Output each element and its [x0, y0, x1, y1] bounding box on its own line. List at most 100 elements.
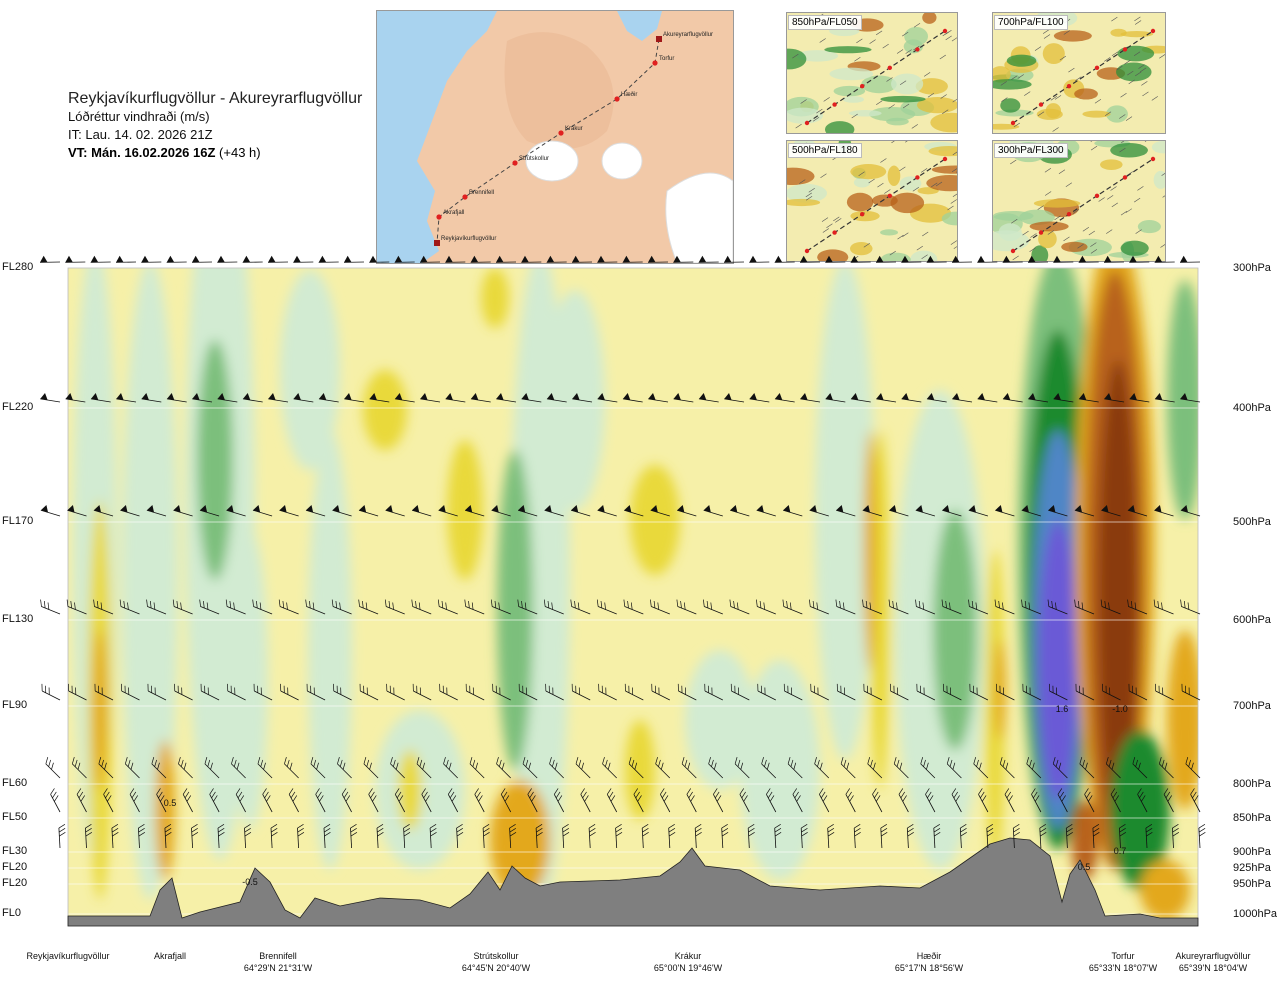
wind-barb [1158, 757, 1174, 779]
level-map-wind-barb [1141, 81, 1148, 86]
level-map-blob [1120, 31, 1154, 38]
wind-barb [411, 504, 432, 517]
wind-barb [491, 504, 511, 517]
level-map-route-point [1038, 230, 1044, 235]
wind-barb [986, 823, 994, 849]
level-map-wind-barb [1058, 169, 1066, 174]
contour-plume [1140, 860, 1190, 920]
wind-barb [199, 599, 220, 615]
level-map-wind-barb [823, 97, 830, 102]
wind-barb [827, 823, 835, 849]
wind-barb [969, 683, 989, 701]
contour-plume [1167, 280, 1198, 520]
wind-barb [1132, 757, 1148, 779]
wind-barb [872, 788, 883, 813]
level-map-route-line [1012, 30, 1154, 124]
level-map-blob [993, 123, 1020, 130]
wind-barb [810, 683, 829, 701]
level-map-wind-barb [947, 205, 954, 211]
wind-barb [880, 823, 888, 849]
wind-barb [41, 683, 61, 701]
wind-barb [704, 683, 723, 701]
level-map-blob [928, 146, 957, 157]
wind-barb [333, 683, 352, 701]
wind-barb [1002, 392, 1023, 403]
level-map-blob [1082, 110, 1111, 118]
contour-plume [481, 268, 509, 328]
wind-barb [1180, 392, 1201, 403]
contour-plume [815, 268, 875, 760]
route-point-label: Reykjavíkurflugvöllur [441, 236, 496, 242]
level-map-wind-barb [1116, 65, 1123, 71]
wind-barb [545, 683, 564, 701]
level-map-wind-barb [1094, 99, 1102, 104]
level-map-wind-barb [1000, 81, 1007, 86]
level-map-wind-barb [1012, 255, 1019, 261]
wind-barb [204, 757, 220, 779]
wind-barb [1012, 823, 1020, 849]
level-map-wind-barb [1065, 182, 1073, 187]
level-map-blob [1074, 88, 1098, 100]
wind-barb [876, 392, 897, 403]
map-sea-west [377, 11, 497, 263]
wind-barb [1021, 504, 1042, 517]
location-coords: 65°00'N 19°46'W [653, 963, 723, 973]
level-map-wind-barb [1159, 54, 1165, 59]
wind-barb [369, 392, 390, 403]
wind-barb [862, 599, 883, 615]
level-map-route-point [832, 102, 837, 107]
level-map-route-point [1066, 84, 1072, 89]
wind-barb [310, 757, 326, 779]
wind-barb [933, 823, 941, 849]
map-glacier-vatnajokull [665, 172, 733, 263]
left-axis-label: FL220 [2, 401, 34, 413]
contour-plume [447, 440, 483, 580]
wind-barb [65, 392, 86, 403]
wind-barb [598, 683, 617, 701]
level-map-wind-barb [795, 123, 802, 129]
level-map-wind-barb [868, 178, 875, 184]
wind-barb [835, 599, 856, 615]
level-map-wind-barb [820, 173, 827, 178]
wind-barb [724, 392, 745, 403]
wind-barb [1102, 683, 1121, 701]
route-point-label: Akureyrarflugvöllur [663, 32, 713, 38]
wind-barb [730, 504, 750, 517]
wind-barb [916, 683, 936, 701]
wind-barb [141, 392, 162, 403]
wind-barb [350, 823, 358, 849]
level-map-blob [1117, 45, 1155, 62]
wind-barb [257, 757, 273, 779]
map-sea-north [617, 11, 662, 41]
wind-barb [660, 788, 671, 813]
level-map-route-point [942, 28, 948, 34]
wind-barb [543, 599, 564, 615]
wind-barb [517, 599, 538, 615]
wind-barb [262, 788, 273, 813]
level-map-wind-barb [1063, 30, 1070, 35]
route-endpoint-marker [434, 240, 440, 246]
level-map-wind-barb [805, 192, 812, 198]
wind-barb [1128, 683, 1148, 701]
wind-barb [571, 255, 593, 263]
wind-barb [191, 255, 213, 263]
wind-barb [977, 392, 998, 403]
vertical-wind-field [68, 268, 1198, 926]
wind-barb [588, 823, 596, 849]
level-map-blob [903, 39, 924, 54]
wind-barb [694, 823, 702, 849]
wind-barb [915, 599, 936, 615]
wind-barb [217, 823, 225, 849]
level-map-wind-barb [902, 31, 909, 37]
wind-barb [45, 757, 61, 779]
wind-barb [1027, 255, 1049, 263]
wind-barb [1078, 392, 1099, 403]
wind-barb [1137, 788, 1148, 813]
level-map-850-svg [787, 13, 957, 133]
level-map-wind-barb [1135, 229, 1142, 234]
level-map-wind-barb [913, 22, 921, 28]
level-map-wind-barb [931, 182, 938, 188]
wind-barb [968, 599, 989, 615]
wind-barb [571, 683, 591, 701]
wind-barb [651, 683, 670, 701]
